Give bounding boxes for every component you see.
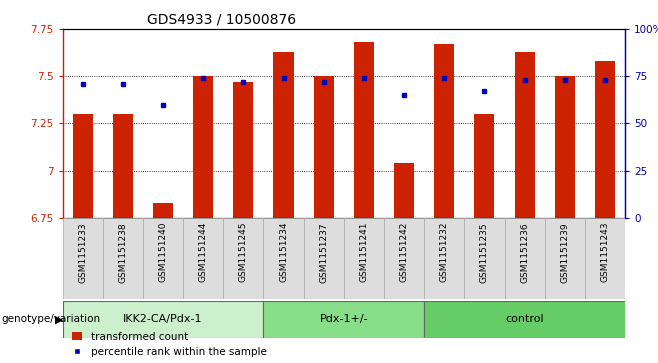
Legend: transformed count, percentile rank within the sample: transformed count, percentile rank withi…: [68, 328, 270, 362]
Bar: [72, 114, 93, 218]
Text: ▶: ▶: [55, 314, 63, 325]
Bar: [314, 76, 334, 218]
Bar: [223, 218, 263, 299]
Bar: [555, 76, 575, 218]
Bar: [384, 218, 424, 299]
Bar: [474, 114, 495, 218]
Bar: [274, 52, 293, 218]
Bar: [263, 218, 303, 299]
Bar: [143, 218, 183, 299]
Text: IKK2-CA/Pdx-1: IKK2-CA/Pdx-1: [123, 314, 203, 325]
Bar: [434, 44, 454, 218]
Bar: [63, 301, 263, 338]
Text: control: control: [505, 314, 544, 325]
Text: Pdx-1+/-: Pdx-1+/-: [320, 314, 368, 325]
Bar: [394, 163, 414, 218]
Bar: [545, 218, 585, 299]
Text: GSM1151238: GSM1151238: [118, 222, 127, 282]
Text: GSM1151237: GSM1151237: [319, 222, 328, 282]
Text: GSM1151239: GSM1151239: [561, 222, 569, 282]
Bar: [263, 301, 424, 338]
Text: GSM1151241: GSM1151241: [359, 222, 368, 282]
Bar: [103, 218, 143, 299]
Bar: [515, 52, 535, 218]
Text: GSM1151233: GSM1151233: [78, 222, 87, 282]
Text: GSM1151236: GSM1151236: [520, 222, 529, 282]
Text: GDS4933 / 10500876: GDS4933 / 10500876: [147, 12, 296, 26]
Bar: [343, 218, 384, 299]
Bar: [424, 218, 465, 299]
Text: GSM1151234: GSM1151234: [279, 222, 288, 282]
Bar: [505, 218, 545, 299]
Text: GSM1151243: GSM1151243: [601, 222, 609, 282]
Text: GSM1151244: GSM1151244: [199, 222, 208, 282]
Bar: [153, 203, 173, 218]
Bar: [193, 76, 213, 218]
Text: GSM1151240: GSM1151240: [159, 222, 168, 282]
Bar: [465, 218, 505, 299]
Bar: [303, 218, 343, 299]
Text: GSM1151245: GSM1151245: [239, 222, 248, 282]
Bar: [354, 42, 374, 218]
Text: GSM1151235: GSM1151235: [480, 222, 489, 282]
Text: GSM1151242: GSM1151242: [399, 222, 409, 282]
Bar: [183, 218, 223, 299]
Bar: [63, 218, 103, 299]
Bar: [113, 114, 133, 218]
Bar: [234, 82, 253, 218]
Text: GSM1151232: GSM1151232: [440, 222, 449, 282]
Bar: [585, 218, 625, 299]
Bar: [424, 301, 625, 338]
Bar: [595, 61, 615, 218]
Text: genotype/variation: genotype/variation: [1, 314, 101, 325]
